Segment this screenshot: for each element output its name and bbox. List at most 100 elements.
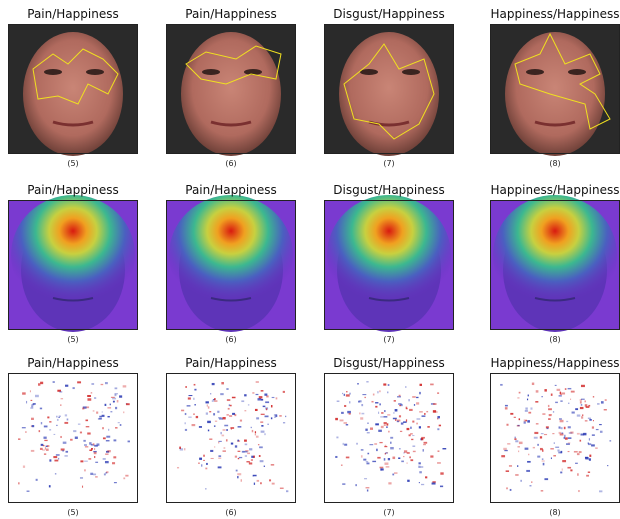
saliency-dot [245, 444, 248, 446]
saliency-dot [388, 458, 390, 460]
saliency-dot [205, 468, 207, 470]
saliency-dot [360, 417, 363, 419]
saliency-dot [409, 456, 410, 458]
saliency-dot [371, 401, 373, 403]
saliency-dot [381, 426, 384, 428]
saliency-dot [503, 448, 507, 450]
saliency-dot [565, 388, 567, 390]
saliency-dot [506, 487, 507, 489]
saliency-dot [335, 418, 338, 420]
panel-caption: (5) [67, 159, 78, 168]
saliency-dot [357, 443, 358, 445]
eye [402, 69, 420, 75]
saliency-dot [557, 389, 561, 391]
saliency-dot [419, 411, 423, 412]
saliency-dot [87, 432, 90, 434]
saliency-dot [541, 490, 544, 491]
saliency-dot [605, 399, 607, 400]
saliency-dot [537, 456, 540, 458]
saliency-dot [413, 451, 416, 452]
saliency-dot [544, 478, 548, 480]
saliency-dot [407, 462, 408, 463]
saliency-dot [230, 405, 232, 407]
saliency-dot [346, 424, 348, 425]
saliency-dot [528, 454, 529, 455]
saliency-dot [416, 397, 418, 398]
saliency-dot [390, 447, 394, 449]
saliency-dot [49, 459, 51, 461]
saliency-dot [437, 393, 439, 394]
eye [568, 69, 586, 75]
saliency-dot [280, 488, 284, 489]
saliency-dot [432, 483, 436, 485]
figure: Pain/Happiness(5)Pain/Happiness(6)Disgus… [0, 0, 620, 519]
saliency-dot [578, 490, 579, 492]
saliency-dot [530, 407, 532, 409]
saliency-dot [548, 405, 550, 407]
saliency-dot [267, 424, 269, 425]
saliency-dot [387, 414, 390, 415]
saliency-dot [409, 434, 411, 436]
saliency-dot [386, 424, 388, 426]
saliency-dot [59, 416, 61, 417]
saliency-dot [442, 448, 446, 449]
saliency-dot [421, 438, 423, 440]
saliency-dot [188, 397, 191, 399]
saliency-dot [207, 421, 211, 423]
saliency-dot [379, 390, 380, 392]
saliency-dot [194, 389, 196, 391]
saliency-dot [38, 383, 40, 385]
saliency-dot [424, 442, 428, 444]
saliency-dot [361, 455, 363, 457]
saliency-dot [372, 461, 376, 462]
saliency-dot [366, 461, 368, 462]
saliency-dot [77, 381, 81, 383]
saliency-dot [400, 431, 402, 432]
saliency-dot [218, 455, 221, 457]
saliency-dot [552, 433, 554, 434]
saliency-dot [386, 427, 388, 428]
saliency-dot [259, 446, 263, 448]
saliency-dot [212, 383, 215, 385]
saliency-dot [180, 448, 183, 450]
saliency-dot [342, 393, 343, 394]
saliency-dot [575, 463, 578, 464]
saliency-dot [256, 394, 259, 395]
saliency-dot [57, 419, 59, 421]
saliency-dot [199, 426, 202, 428]
saliency-dot [588, 418, 591, 419]
saliency-dot [509, 465, 512, 466]
saliency-dot [61, 398, 63, 399]
panel-caption: (7) [383, 335, 394, 344]
heatmap [493, 195, 617, 315]
saliency-dot [64, 422, 68, 424]
saliency-dot [112, 398, 116, 400]
saliency-dot [406, 407, 408, 409]
saliency-dot [341, 465, 343, 466]
saliency-dot [85, 420, 88, 422]
saliency-dot [430, 384, 434, 386]
saliency-dot [421, 484, 424, 485]
saliency-dot [399, 448, 401, 449]
saliency-dot [419, 482, 420, 483]
saliency-dot [237, 473, 241, 475]
saliency-dot [390, 437, 393, 439]
saliency-dot [572, 412, 575, 414]
saliency-dot [65, 414, 67, 416]
saliency-dot [252, 430, 253, 432]
saliency-dot [123, 411, 124, 413]
saliency-dot [224, 447, 226, 448]
saliency-dot [56, 454, 60, 456]
saliency-dot [551, 394, 553, 396]
saliency-dot [529, 485, 531, 486]
saliency-dot [589, 419, 591, 421]
saliency-dot [218, 458, 221, 459]
saliency-dot [367, 453, 369, 455]
saliency-dot [59, 391, 62, 393]
panel-title: Pain/Happiness [27, 7, 118, 21]
saliency-dot [84, 461, 88, 462]
saliency-dot [22, 392, 26, 394]
saliency-dot [188, 417, 191, 418]
saliency-dot [403, 456, 404, 457]
saliency-dot [102, 411, 103, 412]
